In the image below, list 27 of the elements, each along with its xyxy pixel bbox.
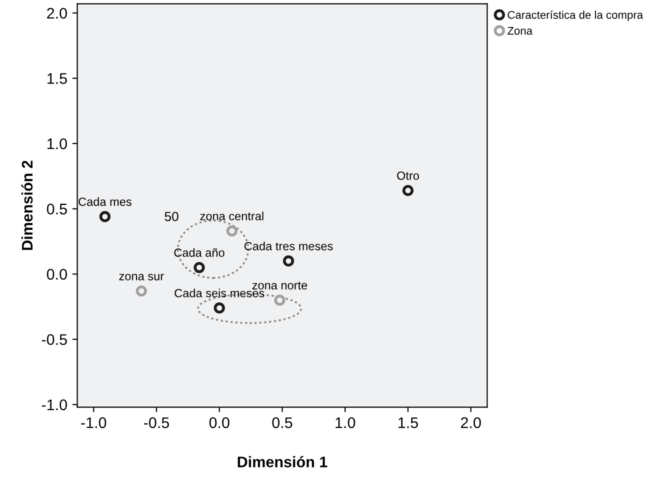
y-tick-label: 1.0: [47, 138, 67, 150]
x-tick-label: 0.5: [272, 417, 292, 428]
y-tick-label: 0.5: [46, 204, 67, 214]
annotation: Cada tres meses: [244, 242, 333, 250]
x-tick-label: 0.0: [209, 417, 230, 428]
annotation: Cada seis meses: [174, 288, 264, 298]
annotation: zona central: [200, 212, 264, 220]
y-tick-label: 2.0: [47, 8, 67, 19]
annotation: Cada año: [174, 248, 224, 257]
y-tick-label: -0.5: [42, 334, 67, 345]
x-tick-label: -1.0: [81, 417, 106, 428]
annotation: zona norte: [252, 282, 308, 290]
x-axis-title: Dimensión 1: [238, 456, 328, 468]
x-tick-label: -0.5: [144, 417, 170, 428]
x-tick-label: 1.5: [398, 417, 418, 428]
x-tick-label: 1.0: [336, 417, 356, 428]
annotation: zona sur: [119, 274, 164, 280]
y-tick-label: -1.0: [42, 399, 67, 410]
x-tick-label: 2.0: [461, 417, 481, 428]
y-tick-label: 0.0: [46, 268, 67, 280]
y-axis-title: Dimensión 2: [21, 160, 33, 250]
annotation: Cada mes: [78, 197, 132, 206]
y-tick-label: 1.5: [47, 73, 67, 84]
annotation: Otro: [397, 171, 419, 180]
legend-label: Zona: [508, 26, 533, 35]
legend-label: Característica de la compra: [508, 10, 644, 22]
annotation: 50: [164, 212, 178, 222]
